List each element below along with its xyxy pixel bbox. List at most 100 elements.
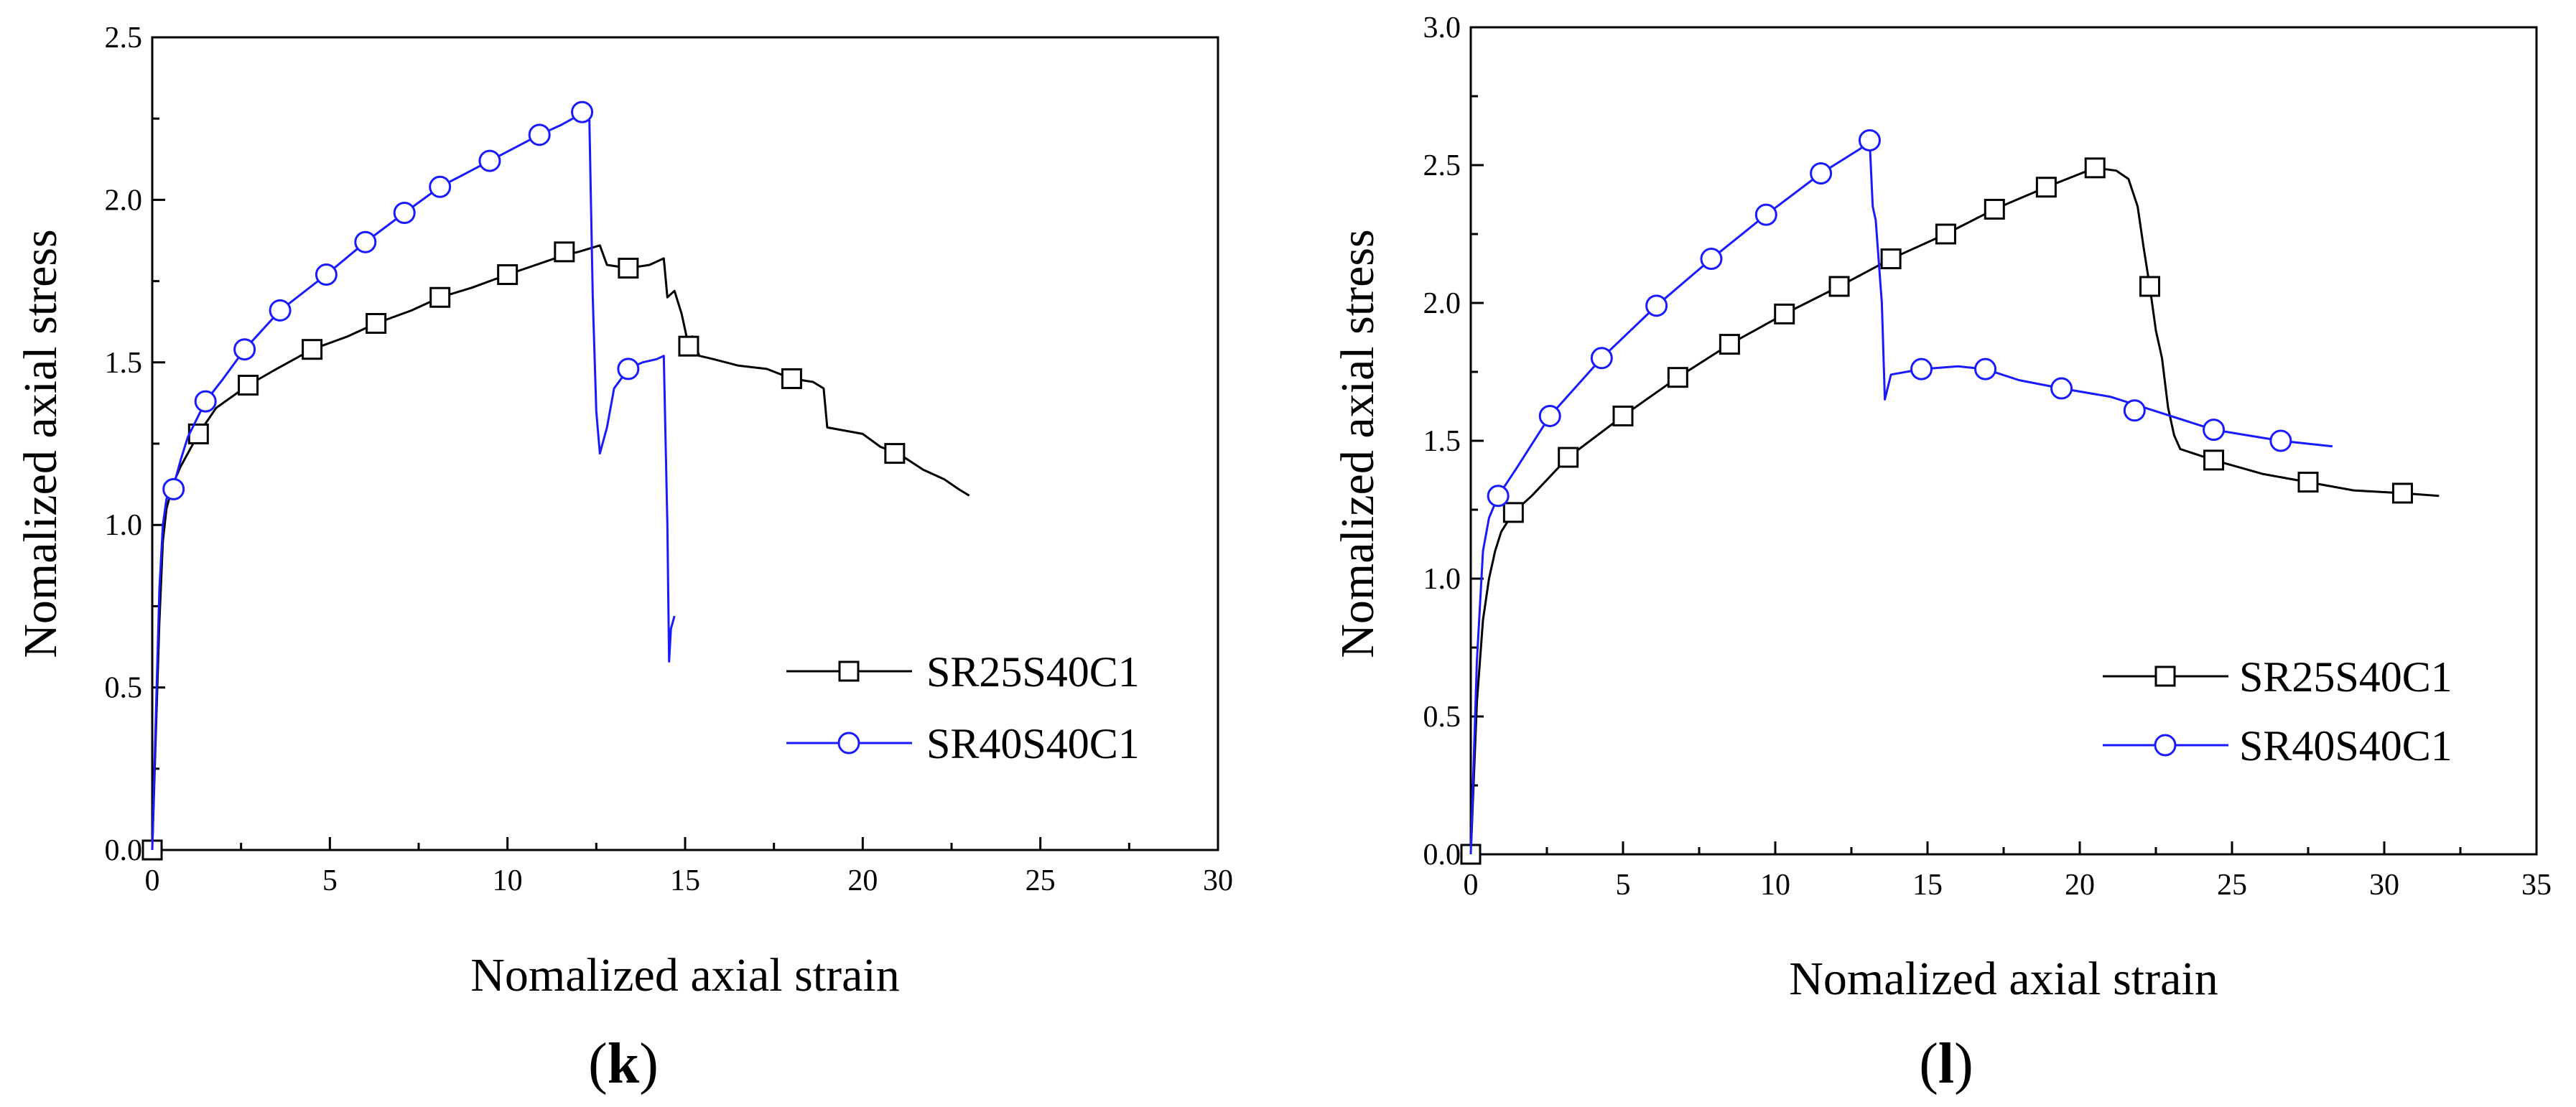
y-tick-label: 1.0: [1423, 563, 1461, 596]
legend-marker-sr40: [837, 732, 860, 755]
data-point-circle: [1538, 404, 1561, 427]
legend-label-sr40: SR40S40C1: [2239, 722, 2452, 770]
data-point-circle: [617, 358, 640, 380]
data-point-square: [781, 368, 802, 389]
data-point-square: [497, 264, 519, 286]
x-tick-label: 35: [2521, 869, 2552, 902]
data-point-square: [884, 443, 906, 464]
legend-marker-sr40: [2154, 734, 2177, 757]
y-tick-label: 0.0: [105, 834, 143, 867]
data-point-circle: [1910, 358, 1933, 380]
y-axis-ticks: 0.0 0.5 1.0 1.5 2.0 2.5 3.0: [1423, 11, 1484, 872]
y-tick-label: 2.5: [1423, 149, 1461, 182]
legend-label-sr40: SR40S40C1: [926, 720, 1140, 767]
data-point-circle: [1754, 203, 1777, 226]
series-line-sr40s40c1: [151, 108, 676, 851]
data-point-circle: [1810, 162, 1833, 185]
y-axis-ticks: 0.0 0.5 1.0 1.5 2.0 2.5: [105, 22, 165, 867]
x-tick-label: 5: [322, 864, 338, 897]
data-point-circle: [393, 202, 416, 225]
panel-label-open: (: [1919, 1032, 1938, 1096]
x-tick-label: 20: [2065, 869, 2095, 902]
data-point-square: [366, 312, 387, 334]
series-sr25s40c1: [1460, 157, 2440, 865]
data-point-circle: [162, 477, 185, 500]
data-point-square: [2391, 482, 2413, 504]
data-point-circle: [528, 123, 551, 146]
data-point-circle: [233, 338, 256, 361]
data-point-square: [1612, 405, 1634, 426]
data-point-square: [1502, 502, 1524, 523]
x-tick-label: 15: [1912, 869, 1943, 902]
data-point-square: [1719, 334, 1740, 355]
data-point-square: [238, 374, 259, 396]
data-point-circle: [2050, 377, 2073, 400]
data-point-circle: [571, 101, 594, 123]
data-point-circle: [2203, 419, 2226, 442]
legend-label-sr25: SR25S40C1: [926, 648, 1140, 696]
y-tick-label: 3.0: [1423, 11, 1461, 45]
legend: SR25S40C1 SR40S40C1: [2103, 653, 2452, 770]
data-point-square: [2203, 449, 2225, 471]
data-point-square: [302, 339, 323, 360]
legend: SR25S40C1 SR40S40C1: [786, 648, 1140, 767]
x-axis-title: Nomalized axial strain: [1789, 953, 2218, 1005]
y-tick-label: 1.5: [1423, 425, 1461, 458]
data-point-circle: [315, 263, 338, 286]
data-point-circle: [1700, 248, 1723, 271]
data-point-circle: [478, 149, 501, 172]
x-axis-title: Nomalized axial strain: [470, 949, 899, 1001]
data-point-square: [2084, 157, 2106, 179]
data-point-circle: [429, 175, 452, 198]
data-point-square: [2297, 472, 2319, 493]
data-point-circle: [2269, 429, 2292, 452]
y-tick-label: 2.0: [1423, 287, 1461, 320]
panel-label-close: ): [1954, 1032, 1973, 1096]
x-tick-label: 25: [1026, 864, 1056, 897]
panel-label: (k): [588, 1032, 659, 1096]
x-tick-label: 30: [2369, 869, 2399, 902]
data-point-square: [554, 241, 575, 263]
data-point-square: [2139, 276, 2161, 297]
panel-label-open: (: [588, 1032, 608, 1096]
y-tick-label: 0.5: [105, 672, 143, 705]
legend-marker-sr25: [838, 660, 860, 682]
data-point-circle: [2123, 399, 2146, 422]
data-point-circle: [1487, 485, 1510, 508]
x-tick-label: 10: [493, 864, 523, 897]
y-tick-label: 2.0: [105, 184, 143, 217]
series-layer: [141, 101, 970, 861]
y-tick-label: 1.0: [105, 509, 143, 542]
legend-marker-sr25: [2154, 665, 2176, 687]
data-point-square: [1880, 248, 1902, 270]
data-point-square: [2035, 177, 2057, 198]
y-tick-label: 0.5: [1423, 701, 1461, 734]
x-tick-label: 10: [1760, 869, 1790, 902]
x-axis-ticks: 0 5 10 15 20 25 30 35: [1464, 841, 2552, 902]
panel-label: (l): [1919, 1032, 1973, 1096]
panel-label-close: ): [639, 1032, 659, 1096]
x-tick-label: 5: [1616, 869, 1631, 902]
y-tick-label: 2.5: [105, 22, 143, 55]
data-point-circle: [354, 230, 377, 253]
legend-label-sr25: SR25S40C1: [2239, 653, 2452, 701]
y-axis-title: Nomalized axial stress: [14, 229, 67, 658]
panel-label-letter: l: [1938, 1032, 1954, 1096]
data-point-circle: [1858, 129, 1881, 151]
x-tick-label: 0: [1464, 869, 1479, 902]
series-sr40s40c1: [1469, 129, 2333, 855]
data-point-square: [678, 335, 699, 357]
data-point-square: [1935, 223, 1956, 245]
data-point-square: [1774, 303, 1795, 324]
chart-panel-l: 0 5 10 15 20 25 30 35 0.0 0.5 1.0 1.5 2.0 2.5 3.0 SR2…: [1331, 11, 2552, 1096]
data-point-circle: [269, 299, 292, 322]
data-point-square: [429, 286, 451, 308]
chart-panel-k: 0 5 10 15 20 25 30 0.0 0.5 1.0 1.5 2.0 2.5 SR25S40C…: [14, 22, 1233, 1096]
data-point-square: [1667, 367, 1688, 388]
series-layer: [1460, 129, 2440, 865]
y-tick-label: 1.5: [105, 347, 143, 380]
x-tick-label: 30: [1203, 864, 1233, 897]
data-point-square: [1984, 198, 2005, 220]
